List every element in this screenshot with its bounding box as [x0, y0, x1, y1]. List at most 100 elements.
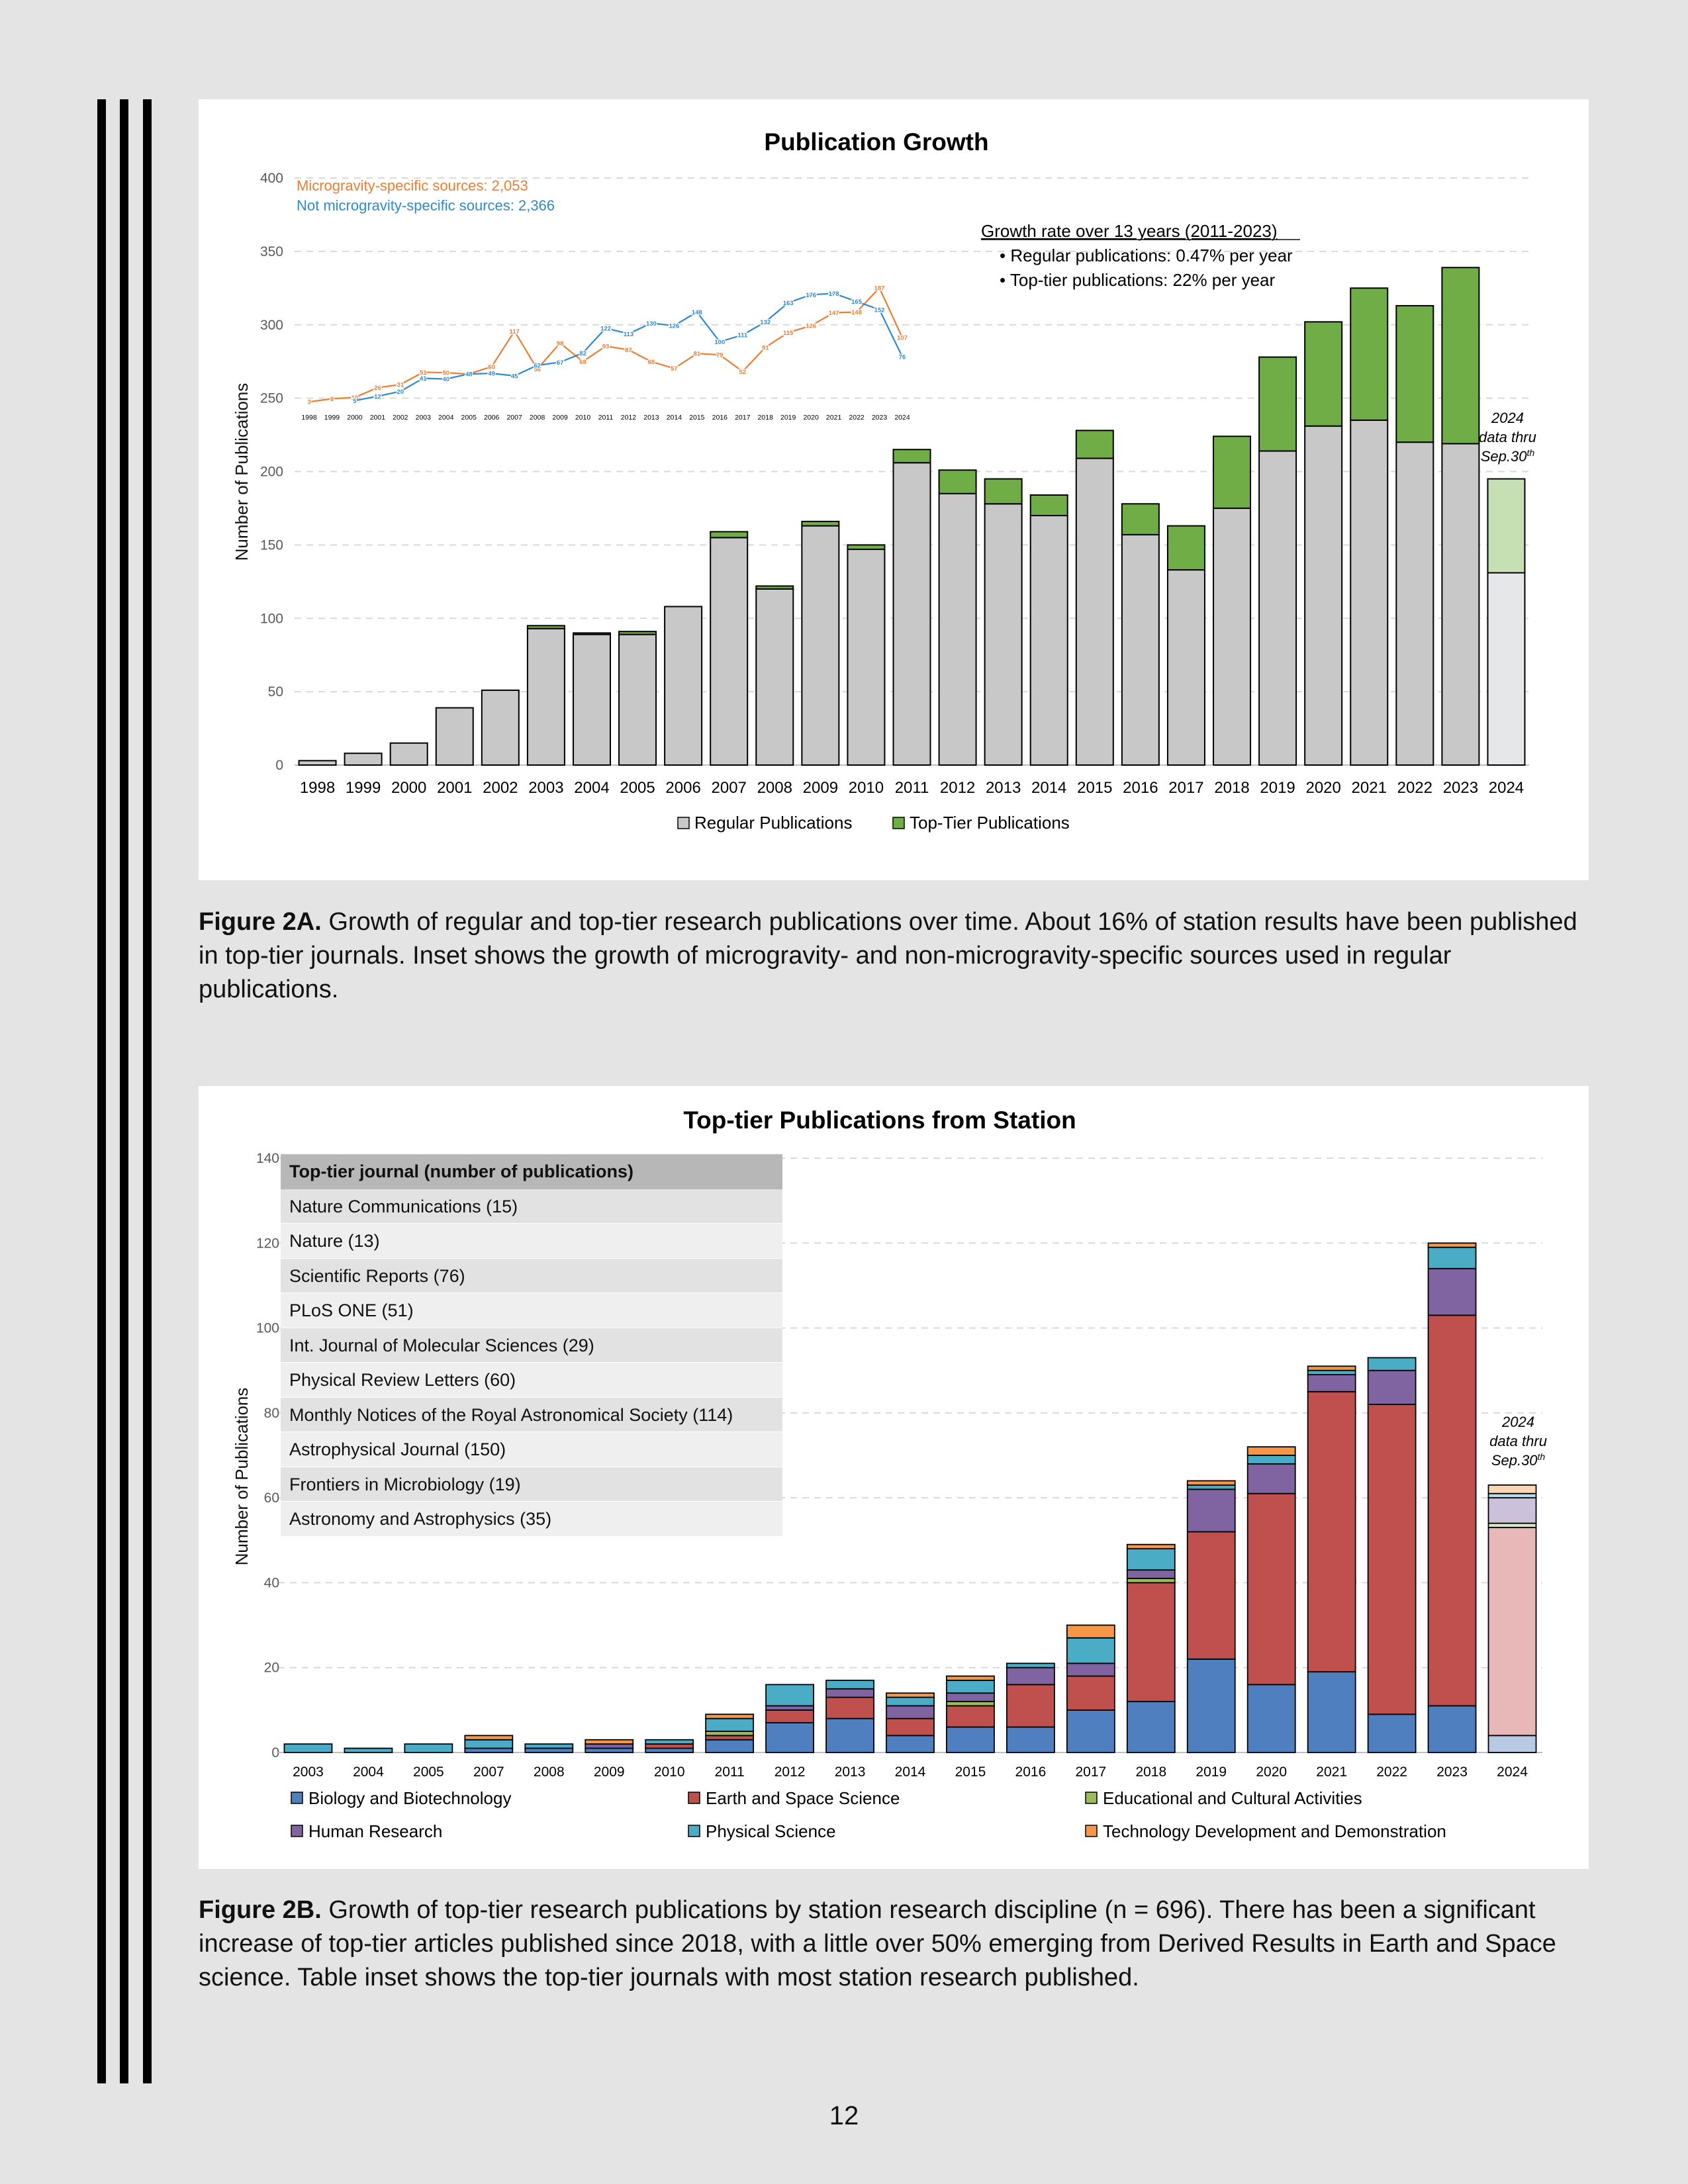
- x-tick-label: 2005: [413, 1764, 444, 1780]
- inset-data-label: 50: [442, 370, 449, 377]
- inset-x-tick-label: 2002: [393, 414, 408, 422]
- inset-data-label: 49: [488, 371, 495, 378]
- bar-segment: [1427, 1246, 1477, 1269]
- x-tick-label: 2011: [715, 1764, 745, 1780]
- x-tick-label: 2022: [1397, 779, 1432, 797]
- y-tick-label: 300: [260, 318, 283, 333]
- bar-segment: [825, 1717, 874, 1753]
- bar-segment: [1066, 1662, 1115, 1677]
- y-tick-label: 100: [256, 1321, 279, 1336]
- y-tick-label: 60: [264, 1490, 279, 1506]
- bar-segment: [464, 1747, 514, 1753]
- page-number: 12: [829, 2101, 859, 2130]
- journal-table-row: PLoS ONE (51): [281, 1293, 782, 1328]
- bar-toptier: [1075, 430, 1114, 459]
- chart-note-line: Sep.30th: [1481, 447, 1535, 465]
- bar-segment: [1246, 1446, 1296, 1456]
- bar-segment: [1126, 1578, 1176, 1584]
- inset-x-tick-label: 2019: [780, 414, 796, 422]
- bar-toptier: [1121, 503, 1160, 535]
- y-tick-label: 80: [264, 1406, 279, 1421]
- legend-label: Physical Science: [706, 1821, 836, 1841]
- inset-x-tick-label: 2015: [689, 414, 705, 422]
- bar-segment: [464, 1739, 514, 1749]
- inset-data-label: 3: [307, 399, 310, 406]
- inset-data-label: 100: [714, 339, 725, 346]
- inset-x-tick-label: 2004: [438, 414, 454, 422]
- bar-segment: [1186, 1531, 1236, 1660]
- journal-table-header: Top-tier journal (number of publications…: [281, 1154, 782, 1189]
- bar-segment: [886, 1692, 935, 1698]
- bar-regular: [1487, 572, 1526, 766]
- y-tick-label: 0: [275, 758, 283, 773]
- x-tick-label: 2017: [1168, 779, 1203, 797]
- inset-data-label: 31: [397, 381, 404, 388]
- bar-segment: [705, 1713, 755, 1719]
- bar-segment: [946, 1675, 995, 1681]
- legend-swatch-regular: [677, 817, 690, 829]
- legend-label: Earth and Space Science: [706, 1788, 900, 1808]
- inset-data-label: 93: [602, 343, 610, 350]
- bar-segment: [645, 1739, 694, 1745]
- inset-data-label: 52: [739, 369, 746, 376]
- inset-data-label: 126: [669, 323, 679, 330]
- inset-data-label: 107: [897, 334, 908, 341]
- figure-2b-panel: Top-tier Publications from Station 0 20 40 6…: [199, 1086, 1589, 1869]
- inset-data-label: 147: [829, 310, 839, 317]
- bar-segment: [585, 1747, 634, 1753]
- x-tick-label: 2009: [803, 779, 838, 797]
- y-tick-label: 50: [268, 684, 283, 700]
- bar-regular: [847, 549, 886, 766]
- bar-segment: [645, 1743, 694, 1749]
- x-tick-label: 2015: [1077, 779, 1112, 797]
- inset-x-tick-label: 2010: [575, 414, 591, 422]
- bar-segment: [886, 1717, 935, 1737]
- bar-toptier: [1304, 321, 1343, 427]
- bar-regular: [344, 752, 383, 766]
- figure-2b-caption-text: Growth of top-tier research publications…: [199, 1896, 1556, 1991]
- growth-box-line: • Top-tier publications: 22% per year: [1000, 270, 1276, 290]
- bar-segment: [1126, 1543, 1176, 1550]
- inset-data-label: 148: [692, 309, 702, 316]
- inset-x-tick-label: 2021: [826, 414, 842, 422]
- bar-regular: [1075, 457, 1114, 766]
- bar-segment: [946, 1705, 995, 1728]
- bar-regular: [755, 588, 794, 766]
- inset-data-label: 79: [716, 352, 724, 359]
- bar-segment: [1307, 1390, 1356, 1673]
- bar-segment: [1006, 1666, 1055, 1686]
- bar-segment: [765, 1709, 814, 1723]
- inset-x-tick-label: 2006: [484, 414, 500, 422]
- inset-data-label: 132: [760, 319, 771, 326]
- journal-table-row: Nature (13): [281, 1224, 782, 1259]
- bar-segment: [765, 1684, 814, 1707]
- x-tick-label: 2006: [665, 779, 700, 797]
- bar-regular: [801, 525, 840, 766]
- decor-bar-2: [120, 99, 128, 2083]
- inset-x-tick-label: 2005: [461, 414, 477, 422]
- bar-segment: [1367, 1713, 1417, 1753]
- bar-regular: [710, 537, 749, 766]
- bar-segment: [1246, 1684, 1296, 1753]
- x-tick-label: 2003: [293, 1764, 324, 1780]
- x-tick-label: 2007: [473, 1764, 504, 1780]
- x-tick-label: 2013: [835, 1764, 866, 1780]
- x-tick-label: 1998: [300, 779, 335, 797]
- y-axis-title: Number of Publications: [232, 1388, 252, 1566]
- x-tick-label: 2024: [1489, 779, 1524, 797]
- inset-data-label: 62: [534, 362, 541, 369]
- x-tick-label: 2010: [849, 779, 884, 797]
- bar-segment: [1487, 1497, 1537, 1524]
- y-tick-label: 100: [260, 611, 283, 626]
- y-tick-label: 120: [256, 1236, 279, 1251]
- chart-note-line: Sep.30th: [1491, 1451, 1546, 1469]
- bar-segment: [1367, 1404, 1417, 1715]
- inset-data-label: 67: [557, 359, 564, 367]
- growth-box-heading: Growth rate over 13 years (2011-2023): [981, 221, 1278, 241]
- x-tick-label: 2007: [712, 779, 747, 797]
- bar-segment: [1427, 1242, 1477, 1248]
- bar-segment: [705, 1735, 755, 1741]
- inset-x-tick-label: 2008: [530, 414, 545, 422]
- bar-regular: [938, 492, 977, 766]
- bar-toptier: [755, 585, 794, 590]
